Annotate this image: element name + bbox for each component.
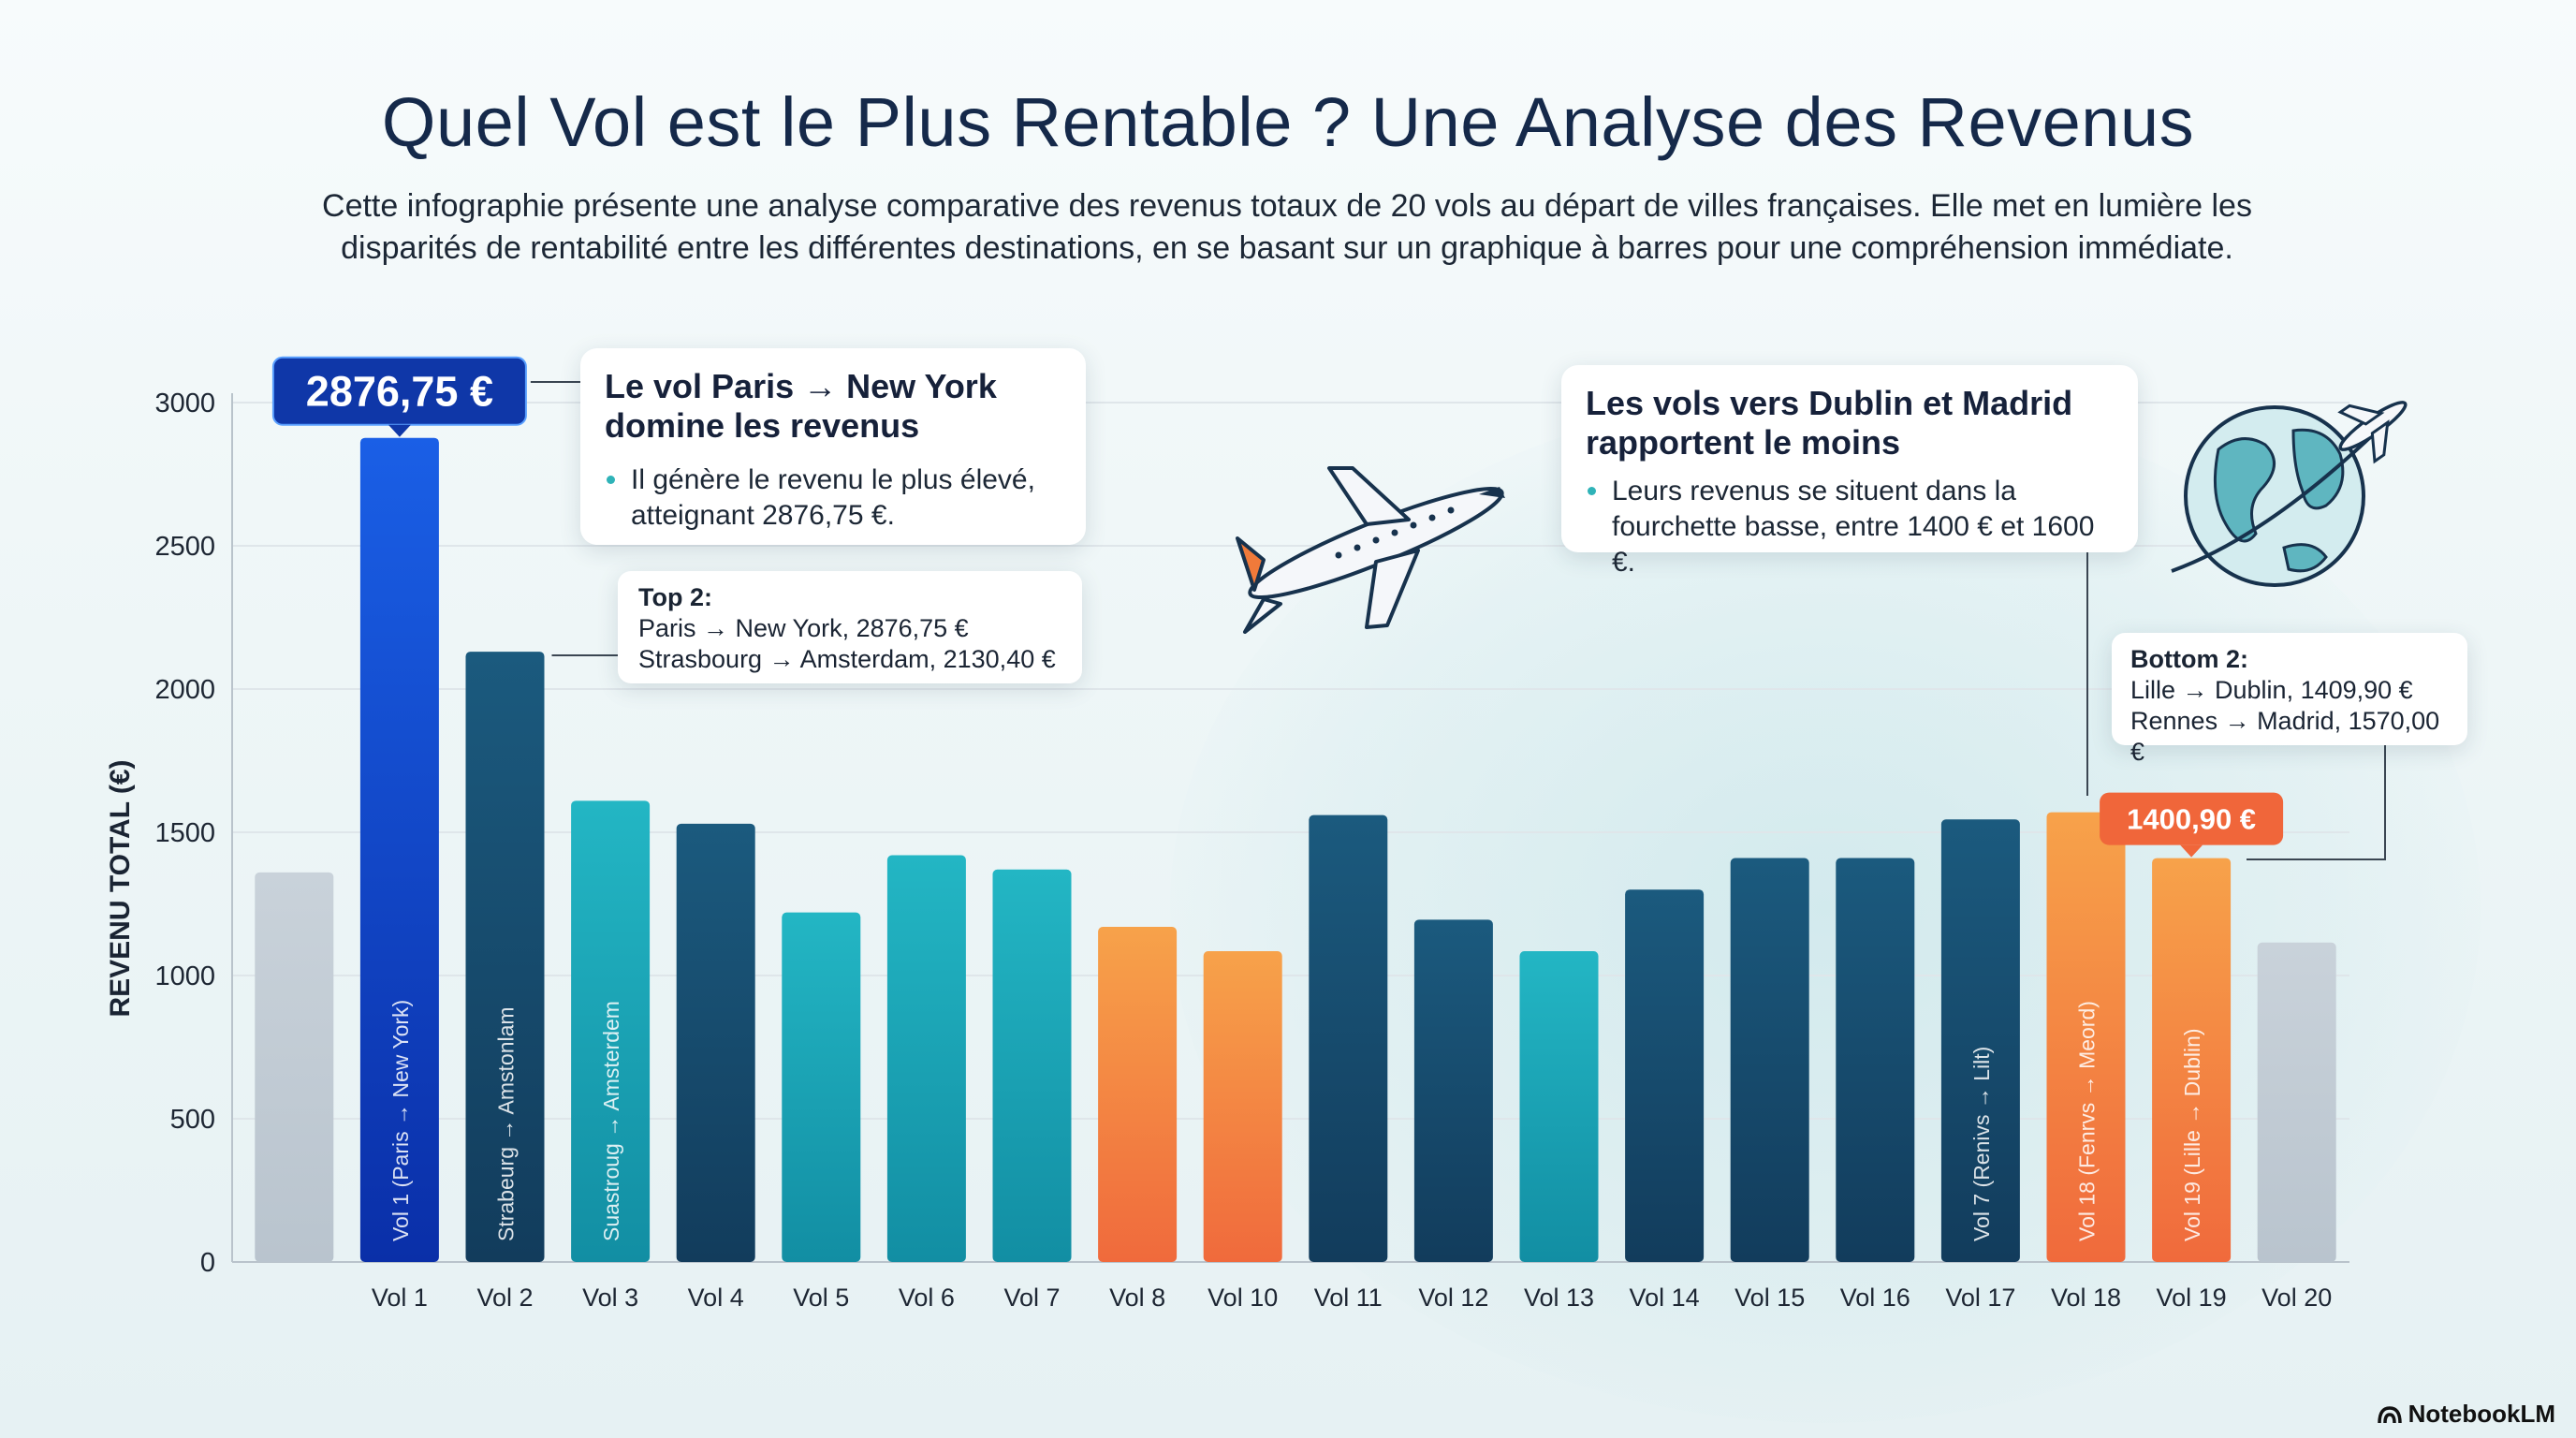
- brand-name: NotebookLM: [2408, 1400, 2555, 1428]
- bar-inner-label: Suastroug → Amsterdem: [599, 1001, 623, 1241]
- bar-inner-label: Vol 1 (Paris → New York): [388, 1000, 413, 1241]
- bar-vol-19: [2152, 858, 2232, 1262]
- bar-vol-15: [1730, 858, 1809, 1262]
- bar-vol-7: [992, 869, 1072, 1262]
- bar-vol-8: [1098, 926, 1178, 1262]
- bar-inner-label: Strabeurg → Amstonlam: [494, 1006, 519, 1241]
- bar-vol-14: [1625, 889, 1705, 1262]
- x-tick-label: Vol 19: [2157, 1284, 2227, 1312]
- bar-vol-18: [2046, 812, 2126, 1262]
- bar-vol-17: [1940, 819, 2020, 1262]
- bar-inner-label: Vol 19 (Lille → Dublin): [2180, 1028, 2204, 1241]
- bar-vol-13: [1519, 950, 1599, 1262]
- chart-badges: 2876,75 € 1400,90 €: [271, 356, 2284, 858]
- bar-inner-label: Vol 18 (Fenrvs → Meord): [2075, 1001, 2100, 1241]
- x-tick-label: Vol 14: [1630, 1284, 1700, 1312]
- y-axis-title: REVENU TOTAL (€): [105, 759, 136, 1017]
- x-tick-label: Vol 7: [1003, 1284, 1060, 1312]
- callout-top-revenue: Le vol Paris → New York domine les reven…: [580, 348, 1086, 545]
- bottom2-line1: Lille → Dublin, 1409,90 €: [2130, 676, 2413, 704]
- y-tick-label: 1000: [154, 961, 215, 991]
- page-subtitle: Cette infographie présente une analyse c…: [322, 188, 2252, 266]
- value-badge-pointer: [388, 424, 411, 437]
- value-badge: [2100, 792, 2284, 845]
- x-tick-label: Vol 1: [372, 1284, 428, 1312]
- x-tick-label: Vol 16: [1840, 1284, 1910, 1312]
- callout-low-title: Les vols vers Dublin et Madrid rapporten…: [1586, 384, 2073, 462]
- bottom2-heading: Bottom 2:: [2130, 645, 2248, 673]
- y-tick-label: 3000: [154, 389, 215, 418]
- bar-vol-16: [1836, 858, 1915, 1262]
- page-title: Quel Vol est le Plus Rentable ? Une Anal…: [381, 83, 2195, 161]
- x-tick-label: Vol 17: [1945, 1284, 2015, 1312]
- callout-top-title: Le vol Paris → New York domine les reven…: [605, 367, 997, 445]
- brand-logo: NotebookLM: [2377, 1400, 2555, 1429]
- value-badge-pointer: [2180, 844, 2203, 858]
- x-tick-label: Vol 10: [1208, 1284, 1278, 1312]
- x-tick-label: Vol 13: [1524, 1284, 1594, 1312]
- bottom2-line2: Rennes → Madrid, 1570,00 €: [2130, 707, 2440, 766]
- x-tick-label: Vol 3: [582, 1284, 638, 1312]
- value-badge-text: 2876,75 €: [306, 368, 493, 416]
- value-badge-text: 1400,90 €: [2127, 803, 2256, 836]
- globe-icon: [2171, 401, 2408, 587]
- bar-vol-3: [571, 800, 651, 1262]
- bar-vol-11: [1309, 814, 1388, 1262]
- bar-vol-2: [465, 652, 545, 1262]
- callout-top-bullet: Il génère le revenu le plus élevé, attei…: [605, 462, 1061, 534]
- x-tick-label: Vol 5: [793, 1284, 849, 1312]
- x-tick-label: Vol 8: [1109, 1284, 1165, 1312]
- bar-vol-6: [886, 855, 966, 1262]
- y-tick-label: 1500: [154, 818, 215, 848]
- top2-card: Top 2: Paris → New York, 2876,75 € Stras…: [618, 571, 1082, 683]
- y-tick-label: 500: [170, 1105, 215, 1135]
- chart-y-labels: 0 500 1000 1500 2000 2500 3000: [154, 389, 215, 1278]
- x-tick-label: Vol 11: [1314, 1284, 1383, 1312]
- x-tick-label: Vol 20: [2261, 1284, 2332, 1312]
- callout-connectors: [530, 381, 2386, 860]
- bar-unlabeled: [255, 872, 334, 1262]
- bar-vol-1: [359, 437, 439, 1263]
- y-tick-label: 2500: [154, 532, 215, 562]
- bar-vol-12: [1413, 919, 1493, 1262]
- connector-line: [2247, 745, 2386, 860]
- airplane-icon: [1236, 466, 1505, 634]
- y-tick-label: 0: [200, 1248, 215, 1278]
- top2-heading: Top 2:: [638, 583, 712, 611]
- bar-vol-5: [782, 912, 861, 1262]
- x-tick-label: Vol 15: [1734, 1284, 1805, 1312]
- chart-bars: Vol 1 (Paris → New York) Strabeurg → Amst…: [255, 437, 2336, 1263]
- bar-vol-4: [676, 823, 755, 1262]
- x-tick-label: Vol 2: [476, 1284, 533, 1312]
- bar-vol-20: [2257, 942, 2336, 1262]
- bottom2-card: Bottom 2: Lille → Dublin, 1409,90 € Renn…: [2112, 633, 2467, 766]
- bar-vol-10: [1203, 950, 1282, 1262]
- top2-line2: Strasbourg → Amsterdam, 2130,40 €: [638, 645, 1056, 673]
- top2-line1: Paris → New York, 2876,75 €: [638, 614, 969, 642]
- bar-inner-label: Vol 7 (Renivs → Lilt): [1969, 1047, 1994, 1241]
- x-tick-label: Vol 4: [688, 1284, 744, 1312]
- x-tick-label: Vol 18: [2051, 1284, 2121, 1312]
- y-tick-label: 2000: [154, 675, 215, 705]
- callout-low-bullet: Leurs revenus se situent dans la fourche…: [1586, 474, 2114, 580]
- chart-x-labels: Vol 1 Vol 2 Vol 3 Vol 4 Vol 5 Vol 6 Vol 7 Vol 8…: [372, 1284, 2332, 1312]
- x-tick-label: Vol 6: [899, 1284, 955, 1312]
- callout-low-revenue: Les vols vers Dublin et Madrid rapporten…: [1561, 365, 2138, 578]
- notebooklm-icon: [2377, 1405, 2402, 1423]
- x-tick-label: Vol 12: [1418, 1284, 1488, 1312]
